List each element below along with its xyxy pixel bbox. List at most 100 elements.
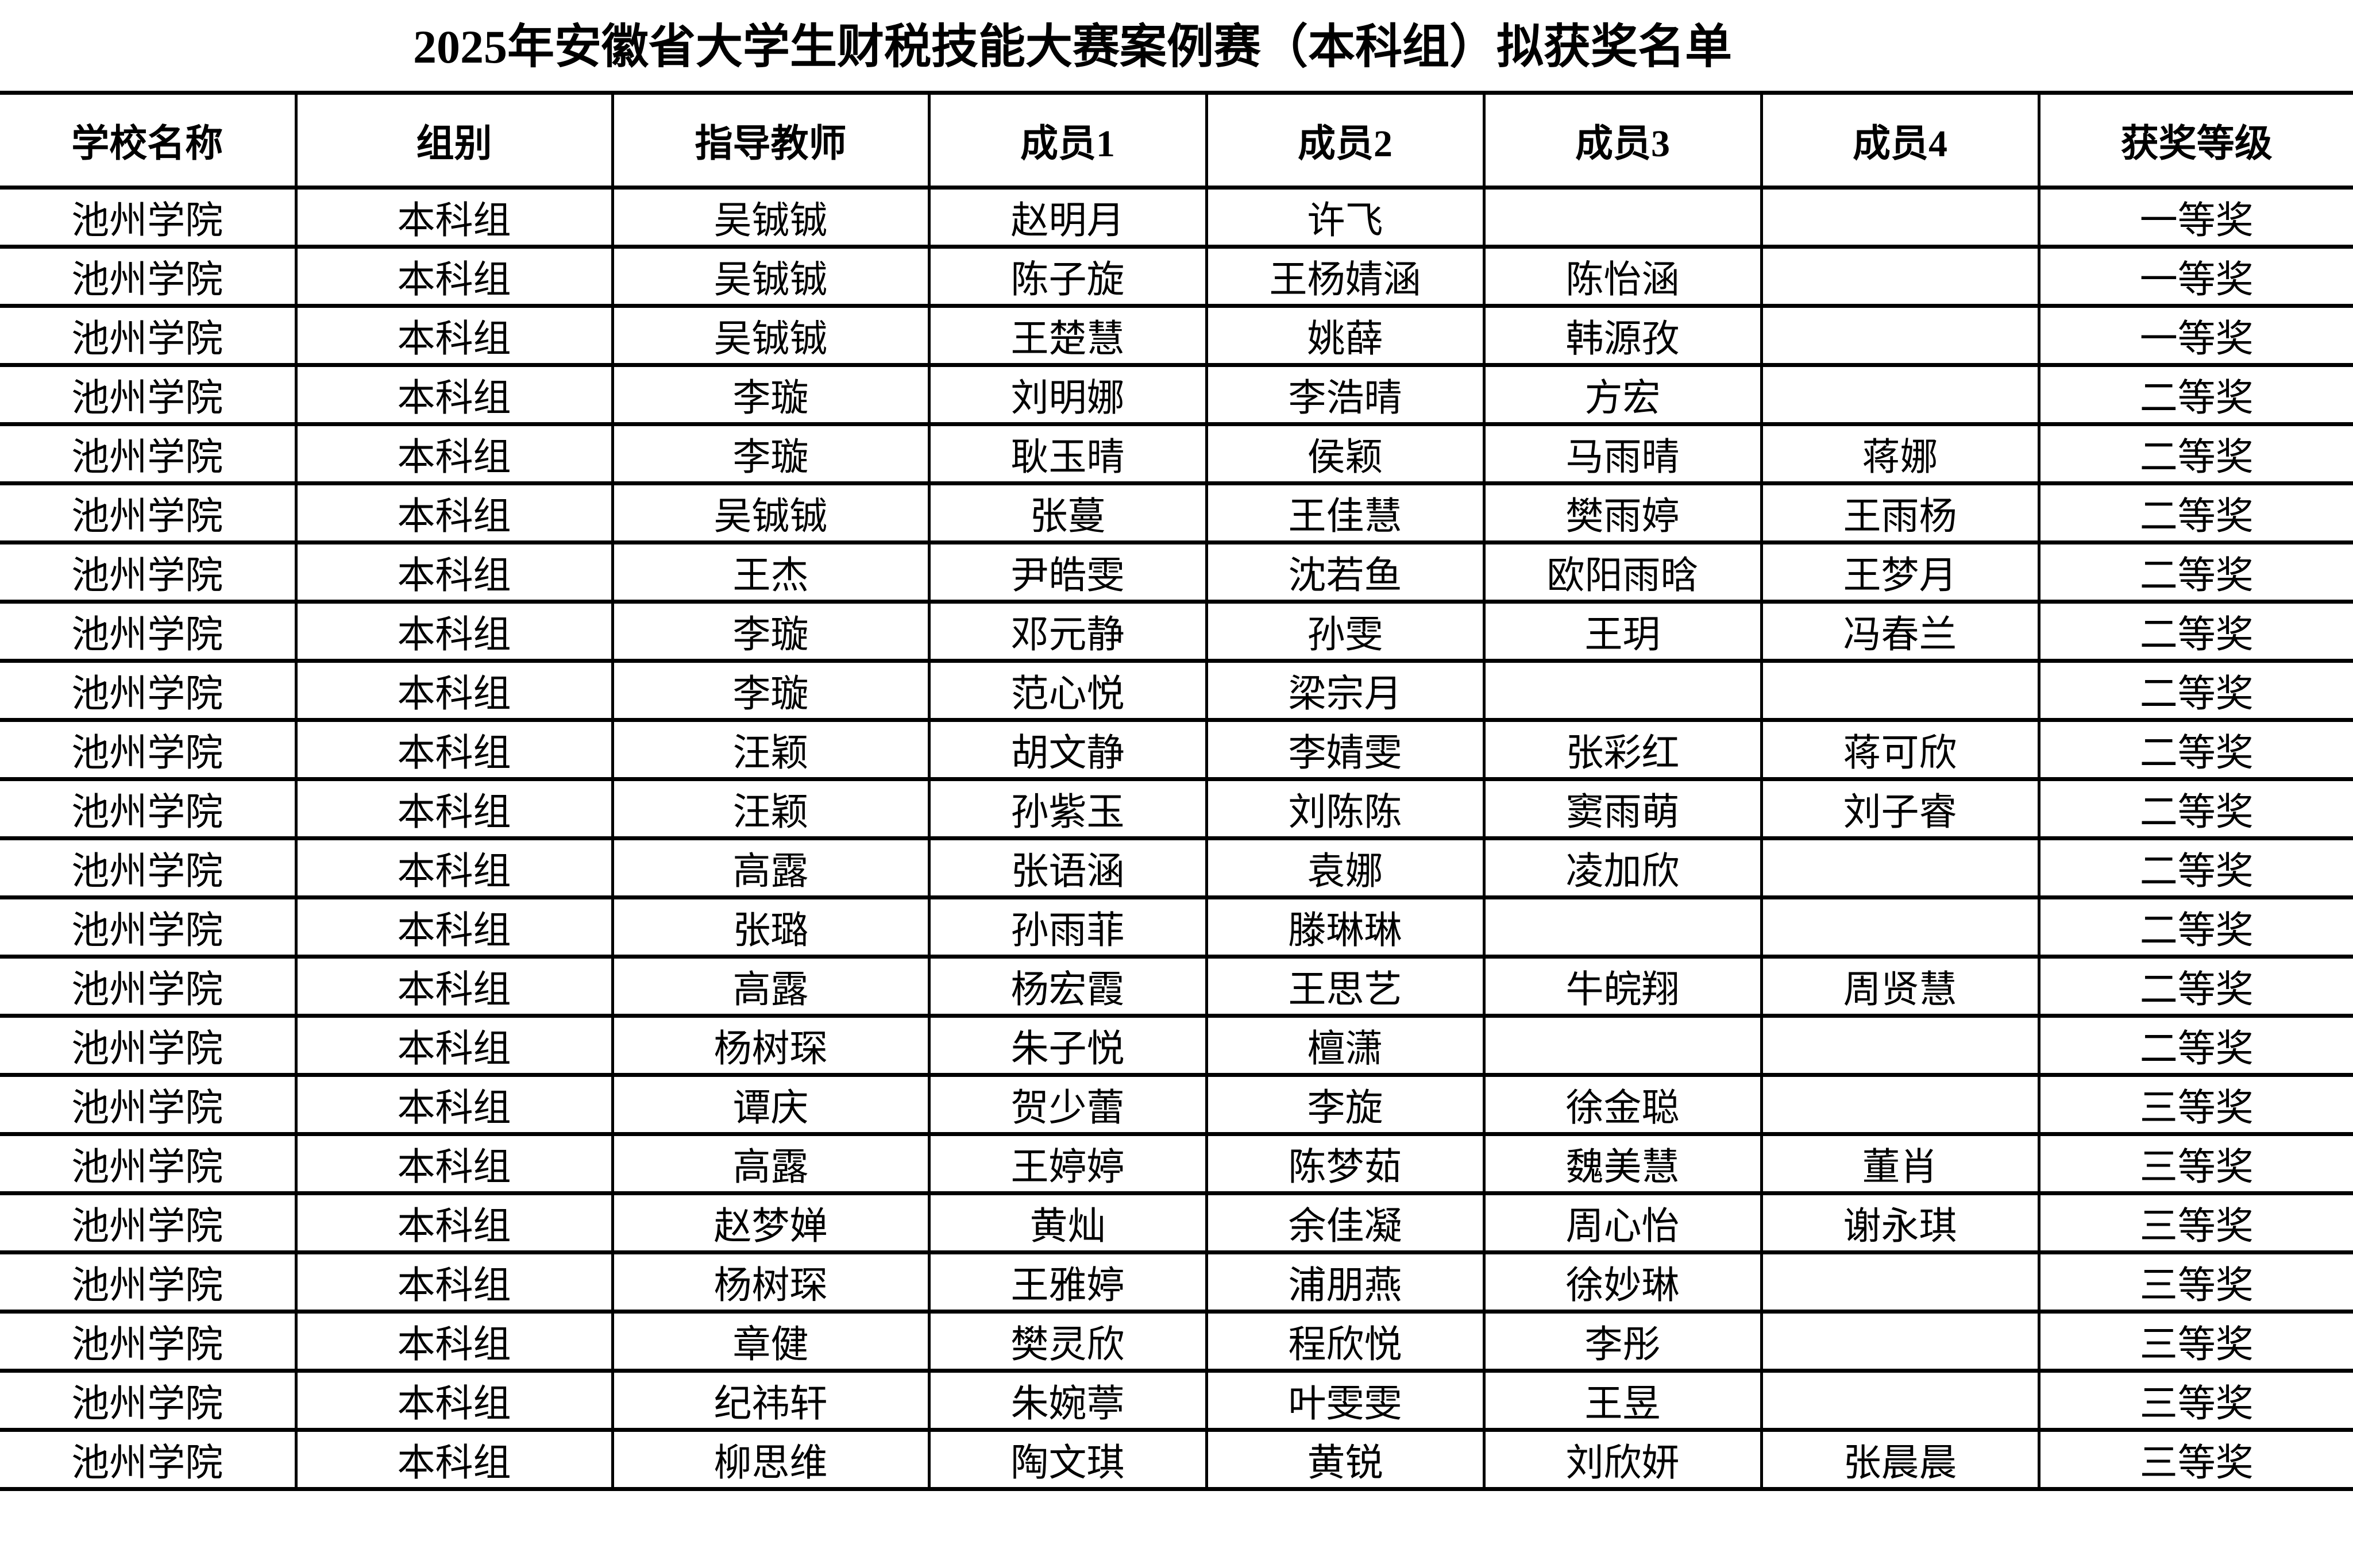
cell-member-2: 黄锐 [1205,1428,1486,1491]
table-row: 池州学院 本科组 赵梦婵 黄灿 余佳凝 周心怡 谢永琪 三等奖 [0,1191,2353,1254]
cell-school: 池州学院 [0,540,298,604]
cell-award-level: 三等奖 [2037,1132,2353,1195]
cell-award-level: 三等奖 [2037,1428,2353,1491]
cell-advisor: 李璇 [611,363,931,426]
column-header-member-1: 成员1 [927,91,1208,190]
cell-member-1: 王婷婷 [927,1132,1208,1195]
cell-member-4 [1760,186,2040,249]
cell-award-level: 三等奖 [2037,1191,2353,1254]
table-row: 池州学院 本科组 李璇 范心悦 梁宗月 二等奖 [0,659,2353,722]
cell-school: 池州学院 [0,1369,298,1432]
cell-member-4 [1760,1369,2040,1432]
cell-award-level: 二等奖 [2037,836,2353,899]
cell-group: 本科组 [294,540,614,604]
cell-school: 池州学院 [0,718,298,781]
cell-member-1: 杨宏霞 [927,955,1208,1018]
cell-member-1: 尹皓雯 [927,540,1208,604]
cell-member-2: 梁宗月 [1205,659,1486,722]
column-header-member-2: 成员2 [1205,91,1486,190]
table-row: 池州学院 本科组 杨树琛 王雅婷 浦朋燕 徐妙琳 三等奖 [0,1250,2353,1314]
cell-school: 池州学院 [0,1191,298,1254]
cell-member-4: 刘子睿 [1760,777,2040,840]
cell-award-level: 二等奖 [2037,777,2353,840]
cell-member-1: 樊灵欣 [927,1310,1208,1373]
cell-award-level: 二等奖 [2037,659,2353,722]
table-row: 池州学院 本科组 王杰 尹皓雯 沈若鱼 欧阳雨晗 王梦月 二等奖 [0,540,2353,604]
cell-member-2: 浦朋燕 [1205,1250,1486,1314]
table-header-row: 学校名称 组别 指导教师 成员1 成员2 成员3 成员4 获奖等级 [0,91,2353,190]
cell-member-3: 张彩红 [1482,718,1763,781]
cell-member-4: 冯春兰 [1760,600,2040,663]
cell-member-1: 黄灿 [927,1191,1208,1254]
cell-member-4 [1760,245,2040,308]
cell-advisor: 吴铖铖 [611,186,931,249]
cell-school: 池州学院 [0,481,298,544]
table-row: 池州学院 本科组 李璇 耿玉晴 侯颖 马雨晴 蒋娜 二等奖 [0,422,2353,485]
column-header-school: 学校名称 [0,91,298,190]
cell-member-4: 王梦月 [1760,540,2040,604]
cell-member-2: 刘陈陈 [1205,777,1486,840]
table-row: 池州学院 本科组 吴铖铖 陈子旋 王杨婧涵 陈怡涵 一等奖 [0,245,2353,308]
cell-advisor: 高露 [611,955,931,1018]
cell-group: 本科组 [294,422,614,485]
cell-member-1: 赵明月 [927,186,1208,249]
cell-school: 池州学院 [0,363,298,426]
cell-group: 本科组 [294,1369,614,1432]
cell-group: 本科组 [294,1310,614,1373]
cell-member-3: 欧阳雨晗 [1482,540,1763,604]
cell-member-1: 孙紫玉 [927,777,1208,840]
cell-group: 本科组 [294,1073,614,1136]
cell-member-4 [1760,895,2040,959]
cell-member-1: 胡文静 [927,718,1208,781]
cell-group: 本科组 [294,1191,614,1254]
cell-member-1: 耿玉晴 [927,422,1208,485]
cell-member-1: 陶文琪 [927,1428,1208,1491]
cell-advisor: 汪颖 [611,777,931,840]
cell-member-3: 魏美慧 [1482,1132,1763,1195]
cell-school: 池州学院 [0,955,298,1018]
cell-member-1: 邓元静 [927,600,1208,663]
cell-member-3: 王玥 [1482,600,1763,663]
cell-group: 本科组 [294,895,614,959]
cell-award-level: 二等奖 [2037,600,2353,663]
cell-member-4 [1760,1250,2040,1314]
cell-advisor: 章健 [611,1310,931,1373]
cell-member-1: 贺少蕾 [927,1073,1208,1136]
cell-school: 池州学院 [0,304,298,367]
cell-member-3 [1482,659,1763,722]
cell-advisor: 纪祎轩 [611,1369,931,1432]
table-row: 池州学院 本科组 高露 杨宏霞 王思艺 牛皖翔 周贤慧 二等奖 [0,955,2353,1018]
table-row: 池州学院 本科组 章健 樊灵欣 程欣悦 李彤 三等奖 [0,1310,2353,1373]
cell-award-level: 一等奖 [2037,186,2353,249]
table-row: 池州学院 本科组 柳思维 陶文琪 黄锐 刘欣妍 张晨晨 三等奖 [0,1428,2353,1491]
cell-advisor: 张璐 [611,895,931,959]
cell-advisor: 吴铖铖 [611,245,931,308]
cell-member-2: 李婧雯 [1205,718,1486,781]
cell-member-1: 张蔓 [927,481,1208,544]
cell-member-4 [1760,836,2040,899]
cell-member-2: 孙雯 [1205,600,1486,663]
cell-member-2: 滕琳琳 [1205,895,1486,959]
cell-member-3: 窦雨萌 [1482,777,1763,840]
cell-group: 本科组 [294,186,614,249]
table-row: 池州学院 本科组 高露 王婷婷 陈梦茹 魏美慧 董肖 三等奖 [0,1132,2353,1195]
cell-member-2: 沈若鱼 [1205,540,1486,604]
table-row: 池州学院 本科组 高露 张语涵 袁娜 凌加欣 二等奖 [0,836,2353,899]
cell-member-3: 韩源孜 [1482,304,1763,367]
cell-member-2: 叶雯雯 [1205,1369,1486,1432]
cell-award-level: 三等奖 [2037,1250,2353,1314]
cell-group: 本科组 [294,304,614,367]
table-row: 池州学院 本科组 张璐 孙雨菲 滕琳琳 二等奖 [0,895,2353,959]
cell-member-2: 侯颖 [1205,422,1486,485]
table-row: 池州学院 本科组 李璇 邓元静 孙雯 王玥 冯春兰 二等奖 [0,600,2353,663]
cell-school: 池州学院 [0,1310,298,1373]
cell-member-3: 李彤 [1482,1310,1763,1373]
cell-member-1: 孙雨菲 [927,895,1208,959]
cell-award-level: 二等奖 [2037,955,2353,1018]
cell-advisor: 高露 [611,1132,931,1195]
cell-advisor: 高露 [611,836,931,899]
cell-member-1: 陈子旋 [927,245,1208,308]
cell-school: 池州学院 [0,1073,298,1136]
cell-award-level: 三等奖 [2037,1073,2353,1136]
cell-member-3: 方宏 [1482,363,1763,426]
